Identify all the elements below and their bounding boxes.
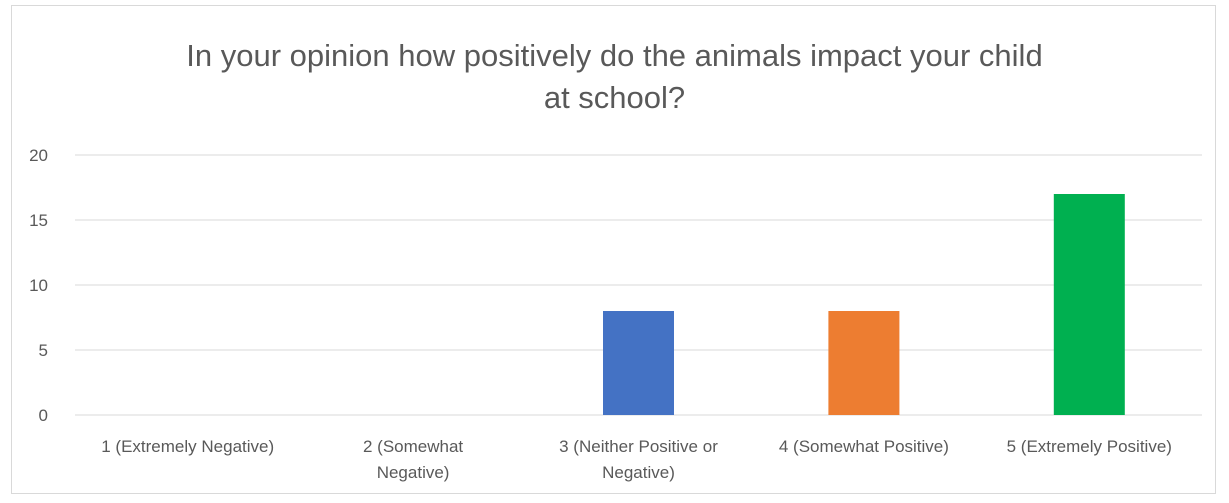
bar xyxy=(603,311,674,415)
bar xyxy=(828,311,900,415)
x-category-label: 3 (Neither Positive or xyxy=(559,437,718,456)
y-tick-label: 15 xyxy=(29,211,48,230)
y-tick-label: 10 xyxy=(29,276,48,295)
bars xyxy=(603,194,1125,415)
x-category-label: Negative) xyxy=(377,463,450,482)
x-category-label: 2 (Somewhat xyxy=(363,437,463,456)
x-category-label: Negative) xyxy=(602,463,675,482)
y-axis-ticks: 0 5 10 15 20 xyxy=(29,146,48,425)
x-category-label: 4 (Somewhat Positive) xyxy=(779,437,949,456)
x-category-label: 5 (Extremely Positive) xyxy=(1007,437,1172,456)
chart-title-line-1: In your opinion how positively do the an… xyxy=(186,38,1043,73)
y-tick-label: 0 xyxy=(39,406,48,425)
y-tick-label: 20 xyxy=(29,146,48,165)
x-axis-categories: 1 (Extremely Negative) 2 (Somewhat Negativ… xyxy=(101,437,1172,482)
x-category-label: 1 (Extremely Negative) xyxy=(101,437,274,456)
bar xyxy=(1053,194,1125,415)
chart-title-line-2: at school? xyxy=(543,80,686,115)
y-tick-label: 5 xyxy=(39,341,48,360)
